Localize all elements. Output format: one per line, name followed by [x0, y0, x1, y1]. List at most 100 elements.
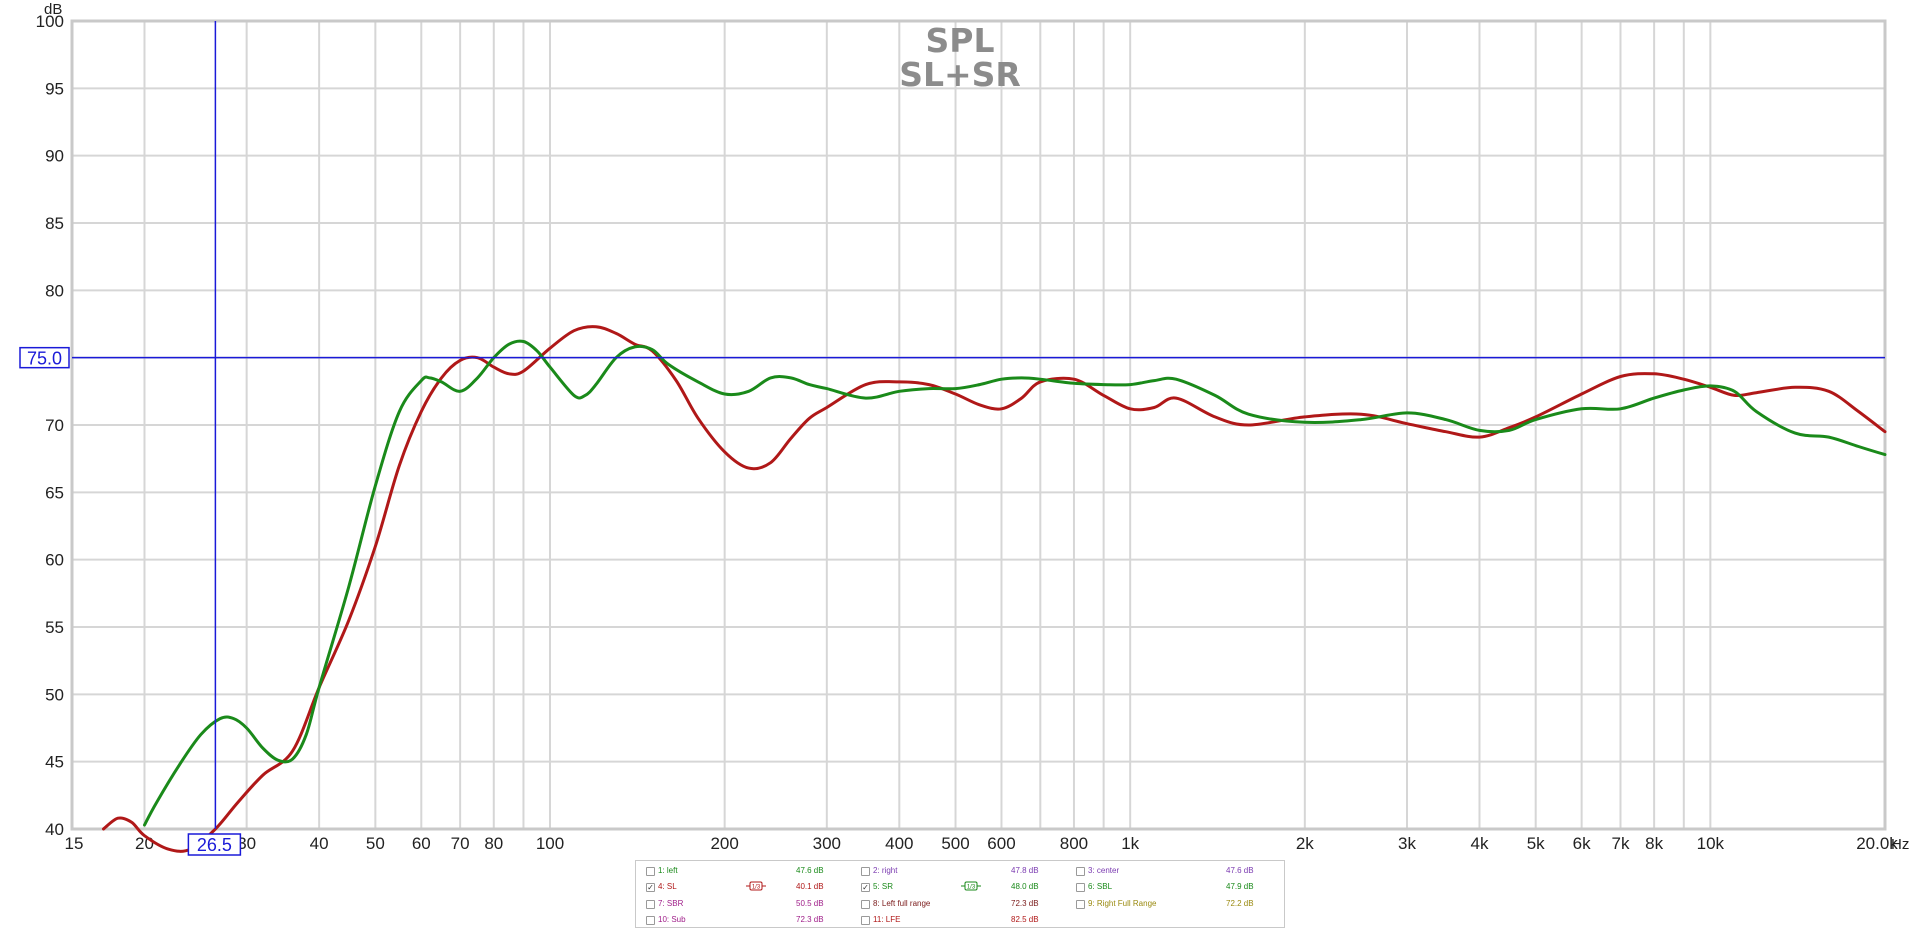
legend-trace-name: 7: SBR — [658, 899, 684, 908]
series-lines — [102, 325, 1887, 853]
y-tick-label: 50 — [45, 685, 64, 704]
y-tick-label: 85 — [45, 214, 64, 233]
x-tick-label: 600 — [987, 834, 1015, 853]
legend-trace-value: 47.8 dB — [1011, 866, 1039, 875]
x-tick-label: 7k — [1611, 834, 1629, 853]
series-line-4-sl — [102, 325, 1887, 853]
x-axis-unit: Hz — [1891, 836, 1909, 853]
cursor-y-readout-box — [19, 346, 70, 369]
legend-item-2[interactable]: 2: right 47.8 dB — [861, 864, 1071, 878]
legend-checkbox[interactable] — [861, 916, 870, 925]
smoothing-indicator-icon: 1/3 — [961, 881, 981, 891]
legend-checkbox[interactable] — [1076, 900, 1085, 909]
legend-item-3[interactable]: 3: center 47.6 dB — [1076, 864, 1286, 878]
x-tick-label: 200 — [710, 834, 738, 853]
cursor-x-readout-box — [187, 833, 242, 856]
x-tick-label: 80 — [484, 834, 503, 853]
horizontal-grid — [72, 87, 1885, 763]
x-tick-label: 100 — [536, 834, 564, 853]
legend-trace-name: 4: SL — [658, 882, 677, 891]
legend-trace-value: 50.5 dB — [796, 899, 824, 908]
legend-item-9[interactable]: 9: Right Full Range 72.2 dB — [1076, 897, 1286, 911]
legend-item-1[interactable]: 1: left 47.6 dB — [646, 864, 856, 878]
smoothing-label: 1/3 — [752, 885, 761, 891]
x-tick-label: 400 — [885, 834, 913, 853]
x-tick-label: 30 — [237, 834, 256, 853]
x-tick-label: 300 — [813, 834, 841, 853]
x-tick-label: 15 — [65, 834, 84, 853]
y-tick-label: 95 — [45, 79, 64, 98]
legend-trace-value: 47.6 dB — [796, 866, 824, 875]
legend-trace-value: 40.1 dB — [796, 882, 824, 891]
legend-checkbox[interactable]: ✓ — [861, 883, 870, 892]
legend-trace-value: 72.3 dB — [796, 915, 824, 924]
legend-item-6[interactable]: 6: SBL 47.9 dB — [1076, 880, 1286, 894]
x-tick-label: 70 — [451, 834, 470, 853]
x-tick-label: 40 — [310, 834, 329, 853]
legend-checkbox[interactable] — [646, 867, 655, 876]
legend-trace-name: 5: SR — [873, 882, 894, 891]
plot-frame — [70, 19, 1887, 831]
cursor[interactable]: 75.0 26.5 — [19, 21, 1885, 856]
legend-checkbox[interactable] — [646, 916, 655, 925]
x-tick-label: 20.0k — [1856, 834, 1898, 853]
legend-item-5[interactable]: ✓ 5: SR 1/3 48.0 dB — [861, 880, 1071, 894]
cursor-y-readout: 75.0 — [27, 349, 62, 369]
trace-legend: 1: left 47.6 dB 2: right 47.8 dB 3: center 47… — [635, 860, 1285, 928]
y-tick-label: 40 — [45, 820, 64, 839]
legend-trace-name: 2: right — [873, 866, 898, 875]
legend-checkbox[interactable] — [861, 867, 870, 876]
legend-checkbox[interactable]: ✓ — [646, 883, 655, 892]
x-tick-label: 4k — [1470, 834, 1488, 853]
x-tick-label: 3k — [1398, 834, 1416, 853]
x-tick-label: 10k — [1697, 834, 1725, 853]
legend-item-4[interactable]: ✓ 4: SL 1/3 40.1 dB — [646, 880, 856, 894]
x-axis-ticks: 15 20 30 40 50 60 70 80 100 200 300 400 500 600 800 1k 2… — [65, 834, 1899, 853]
legend-checkbox[interactable] — [861, 900, 870, 909]
legend-trace-name: 9: Right Full Range — [1088, 899, 1157, 908]
legend-trace-name: 11: LFE — [873, 915, 901, 924]
legend-trace-name: 8: Left full range — [873, 899, 931, 908]
y-tick-label: 100 — [36, 12, 64, 31]
legend-item-10[interactable]: 10: Sub 72.3 dB — [646, 913, 856, 927]
cursor-x-readout: 26.5 — [197, 835, 232, 855]
legend-checkbox[interactable] — [646, 900, 655, 909]
x-tick-label: 50 — [366, 834, 385, 853]
x-tick-label: 6k — [1573, 834, 1591, 853]
legend-trace-name: 10: Sub — [658, 915, 686, 924]
x-tick-label: 5k — [1527, 834, 1545, 853]
legend-trace-value: 48.0 dB — [1011, 882, 1039, 891]
series-line-5-sr — [143, 339, 1887, 827]
chart-subtitle: SL+SR — [899, 55, 1021, 94]
legend-checkbox[interactable] — [1076, 867, 1085, 876]
legend-checkbox[interactable] — [1076, 883, 1085, 892]
legend-item-7[interactable]: 7: SBR 50.5 dB — [646, 897, 856, 911]
legend-trace-value: 72.3 dB — [1011, 899, 1039, 908]
y-tick-label: 60 — [45, 551, 64, 570]
smoothing-label: 1/3 — [967, 885, 976, 891]
legend-item-11[interactable]: 11: LFE 82.5 dB — [861, 913, 1071, 927]
legend-trace-name: 6: SBL — [1088, 882, 1113, 891]
x-tick-label: 8k — [1645, 834, 1663, 853]
x-tick-label: 1k — [1121, 834, 1139, 853]
legend-trace-value: 72.2 dB — [1226, 899, 1254, 908]
legend-item-8[interactable]: 8: Left full range 72.3 dB — [861, 897, 1071, 911]
x-tick-label: 60 — [412, 834, 431, 853]
y-tick-label: 55 — [45, 618, 64, 637]
y-tick-label: 90 — [45, 147, 64, 166]
x-tick-label: 800 — [1060, 834, 1088, 853]
legend-trace-value: 47.6 dB — [1226, 866, 1254, 875]
x-tick-label: 2k — [1296, 834, 1314, 853]
y-tick-label: 70 — [45, 416, 64, 435]
y-tick-label: 65 — [45, 483, 64, 502]
y-axis-ticks: 404550556065707580859095100 — [36, 12, 64, 839]
legend-trace-value: 47.9 dB — [1226, 882, 1254, 891]
y-tick-label: 80 — [45, 281, 64, 300]
legend-trace-value: 82.5 dB — [1011, 915, 1039, 924]
smoothing-indicator-icon: 1/3 — [746, 881, 766, 891]
chart-title: SPL — [926, 21, 995, 60]
x-tick-label: 500 — [941, 834, 969, 853]
y-tick-label: 45 — [45, 753, 64, 772]
legend-trace-name: 3: center — [1088, 866, 1120, 875]
